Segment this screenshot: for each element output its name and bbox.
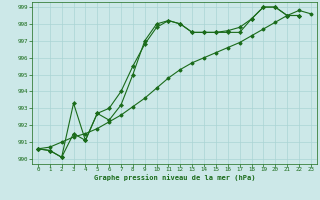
X-axis label: Graphe pression niveau de la mer (hPa): Graphe pression niveau de la mer (hPa) bbox=[94, 175, 255, 181]
